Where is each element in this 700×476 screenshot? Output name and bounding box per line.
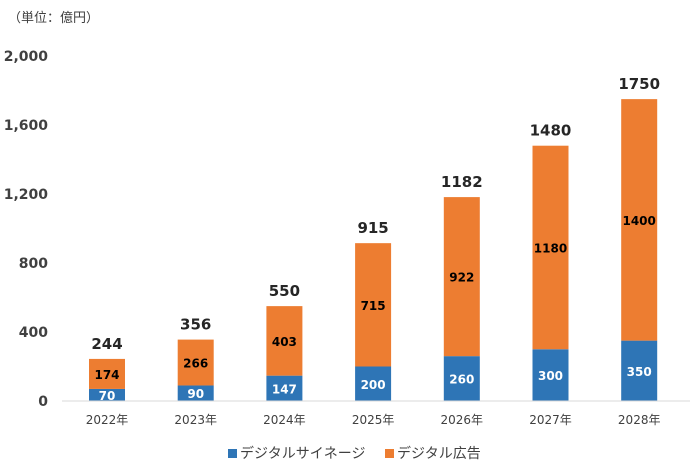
x-tick-label: 2026年: [441, 413, 484, 427]
data-label-signage: 90: [187, 387, 204, 401]
data-label-ads: 1400: [622, 214, 655, 228]
y-tick-label: 0: [38, 394, 48, 410]
data-label-ads: 922: [449, 271, 474, 285]
bar-segment-signage: [177, 385, 214, 401]
bar-segment-signage: [443, 356, 480, 401]
total-label: 1182: [441, 173, 483, 191]
x-tick-label: 2022年: [86, 413, 129, 427]
bar-segment-ads: [355, 243, 392, 367]
bar-segment-signage: [532, 349, 569, 401]
bar-segment-signage: [621, 340, 658, 401]
total-label: 550: [269, 282, 300, 300]
data-label-ads: 1180: [534, 241, 567, 255]
bar-segment-ads: [443, 197, 480, 357]
bar-segment-signage: [266, 375, 303, 401]
x-axis: 2022年 2023年 2024年 2025年 2026年 2027年 2028年: [86, 413, 661, 427]
bar-segment-ads: [89, 358, 125, 389]
total-label: 1480: [530, 122, 572, 140]
y-tick-label: 400: [19, 325, 48, 341]
x-tick-label: 2024年: [263, 413, 306, 427]
x-tick-label: 2023年: [174, 413, 217, 427]
bar-segment-signage: [89, 388, 125, 401]
unit-label: （単位：億円）: [8, 10, 99, 26]
total-label: 1750: [618, 75, 660, 93]
total-label: 915: [357, 219, 388, 237]
legend-swatch-signage: [228, 449, 237, 458]
legend: デジタルサイネージ デジタル広告: [228, 445, 481, 462]
data-label-signage: 260: [449, 373, 474, 387]
y-tick-label: 1,600: [4, 118, 49, 134]
data-label-signage: 300: [538, 369, 563, 383]
data-label-ads: 715: [361, 299, 386, 313]
x-tick-label: 2027年: [529, 413, 572, 427]
x-tick-label: 2025年: [352, 413, 395, 427]
total-label: 244: [91, 335, 122, 353]
bars: 70 174 244 90 266 356 147 403 550 200 715 915 260 922…: [89, 75, 660, 403]
bar-segment-ads: [177, 339, 214, 386]
bar-segment-signage: [355, 366, 392, 401]
y-tick-label: 1,200: [4, 187, 49, 203]
bar-segment-ads: [532, 145, 569, 350]
data-label-ads: 174: [94, 368, 119, 382]
bar-segment-ads: [621, 99, 658, 341]
data-label-signage: 350: [627, 365, 652, 379]
y-tick-label: 2,000: [4, 49, 49, 65]
data-label-signage: 147: [272, 382, 297, 396]
data-label-ads: 266: [183, 357, 208, 371]
y-axis: 0 400 800 1,200 1,600 2,000: [4, 49, 49, 410]
data-label-signage: 200: [361, 378, 386, 392]
legend-swatch-ads: [385, 449, 394, 458]
legend-label-ads: デジタル広告: [397, 445, 481, 462]
y-tick-label: 800: [19, 256, 48, 272]
bar-segment-ads: [266, 306, 303, 376]
legend-label-signage: デジタルサイネージ: [240, 445, 365, 462]
data-label-ads: 403: [272, 335, 297, 349]
total-label: 356: [180, 316, 211, 334]
x-tick-label: 2028年: [618, 413, 661, 427]
data-label-signage: 70: [99, 389, 116, 403]
